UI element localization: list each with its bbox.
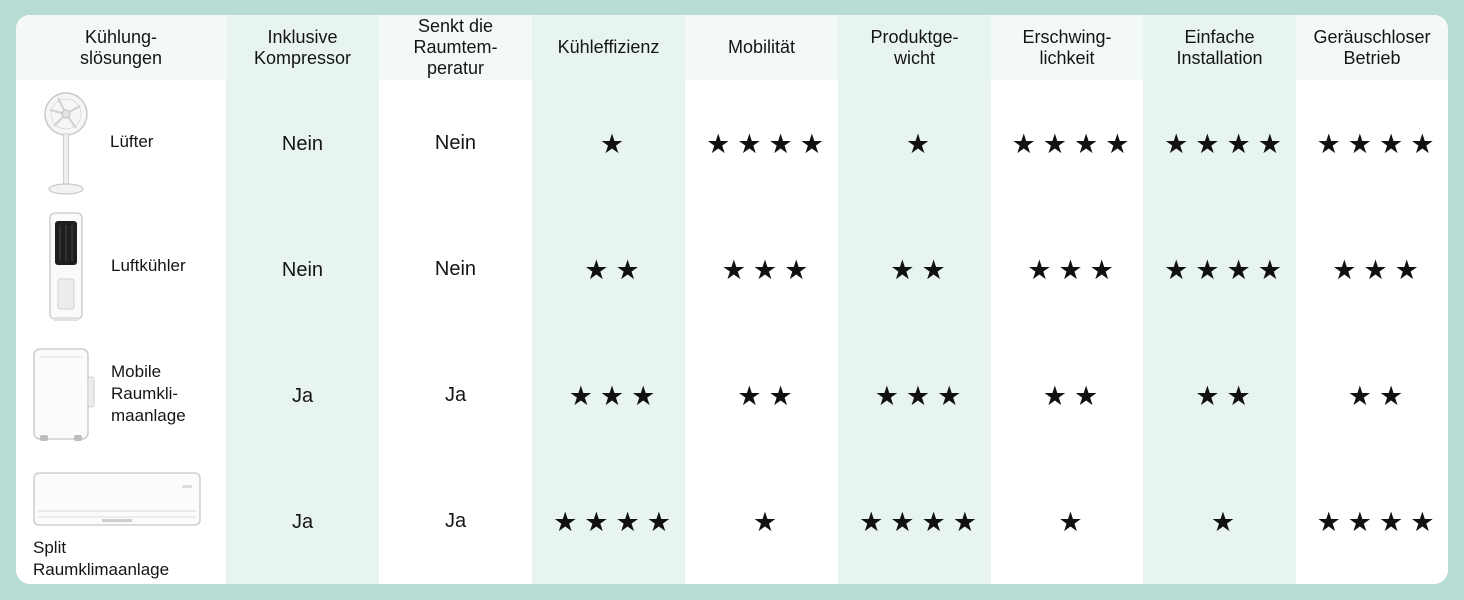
rating-luftkuehler-kuehleffizienz: ★★ <box>584 254 647 285</box>
header-installation: Einfache Installation <box>1176 26 1263 68</box>
rating-luefter-erschwinglichkeit: ★★★★ <box>1011 128 1137 159</box>
cell-mobile-kompressor: Ja <box>291 384 314 407</box>
product-name-luefter: Lüfter <box>110 132 154 151</box>
cell-luefter-senkt: Nein <box>434 131 477 154</box>
header-kompressor: Inklusive Kompressor <box>253 26 352 68</box>
header-senkt-temperatur: Senkt die Raumtem- peratur <box>413 16 498 78</box>
portable-air-conditioner-icon <box>33 348 95 441</box>
rating-split-mobilitaet: ★ <box>752 506 785 537</box>
header-kuehlungsloesungen: Kühlung- slösungen <box>79 26 163 68</box>
rating-mobile-gewicht: ★★★ <box>874 380 969 411</box>
rating-luefter-gewicht: ★ <box>905 128 938 159</box>
col-bg-kompressor <box>226 15 379 584</box>
rating-split-erschwinglichkeit: ★ <box>1058 506 1090 537</box>
header-mobilitaet: Mobilität <box>727 37 796 57</box>
cell-luftkuehler-kompressor: Nein <box>281 258 324 281</box>
rating-luftkuehler-mobilitaet: ★★★ <box>721 254 816 285</box>
col-bg-installation <box>1143 15 1296 584</box>
rating-split-kuehleffizienz: ★★★★ <box>553 506 678 537</box>
rating-mobile-geraeuschlos: ★★ <box>1347 380 1411 411</box>
rating-mobile-mobilitaet: ★★ <box>737 380 800 411</box>
rating-luefter-installation: ★★★★ <box>1164 128 1289 159</box>
rating-split-gewicht: ★★★★ <box>859 506 984 537</box>
rating-luefter-mobilitaet: ★★★★ <box>706 128 831 159</box>
rating-mobile-kuehleffizienz: ★★★ <box>568 380 663 411</box>
header-row <box>16 15 1448 80</box>
comparison-table: Kühlung- slösungen Inklusive Kompressor … <box>16 15 1448 584</box>
cell-luftkuehler-senkt: Nein <box>434 257 477 280</box>
cell-split-senkt: Ja <box>444 509 467 532</box>
cell-mobile-senkt: Ja <box>444 383 467 406</box>
rating-luefter-kuehleffizienz: ★ <box>599 128 632 159</box>
rating-split-geraeuschlos: ★★★★ <box>1316 506 1442 537</box>
rating-luefter-geraeuschlos: ★★★★ <box>1316 128 1442 159</box>
header-geraeuschlos: Geräuschloser Betrieb <box>1313 26 1431 68</box>
rating-luftkuehler-erschwinglichkeit: ★★★ <box>1027 254 1121 285</box>
header-kuehleffizienz: Kühleffizienz <box>557 37 660 57</box>
product-name-split-klimaanlage: Split Raumklimaanlage <box>33 538 170 579</box>
rating-mobile-installation: ★★ <box>1195 380 1258 411</box>
product-name-mobile-klimaanlage: Mobile Raumkli- maanlage <box>111 362 186 425</box>
rating-split-installation: ★ <box>1210 506 1243 537</box>
col-bg-senkt <box>379 15 532 584</box>
col-bg-geraeuschlos <box>1296 15 1448 584</box>
cell-split-kompressor: Ja <box>291 510 314 533</box>
col-bg-erschwinglichkeit <box>991 15 1143 584</box>
rating-luftkuehler-gewicht: ★★ <box>890 254 953 285</box>
cell-luefter-kompressor: Nein <box>281 132 324 155</box>
header-erschwinglichkeit: Erschwing- lichkeit <box>1022 26 1112 68</box>
rating-luftkuehler-installation: ★★★★ <box>1164 254 1289 285</box>
split-air-conditioner-icon <box>33 472 201 526</box>
col-bg-kuehleffizienz <box>532 15 685 584</box>
col-bg-gewicht <box>838 15 991 584</box>
header-produktgewicht: Produktge- wicht <box>870 26 959 68</box>
tower-air-cooler-icon <box>49 212 83 321</box>
product-name-luftkuehler: Luftkühler <box>111 256 186 275</box>
standing-fan-icon <box>44 92 88 195</box>
col-bg-mobilitaet <box>685 15 838 584</box>
rating-mobile-erschwinglichkeit: ★★ <box>1042 380 1106 411</box>
rating-luftkuehler-geraeuschlos: ★★★ <box>1332 254 1426 285</box>
